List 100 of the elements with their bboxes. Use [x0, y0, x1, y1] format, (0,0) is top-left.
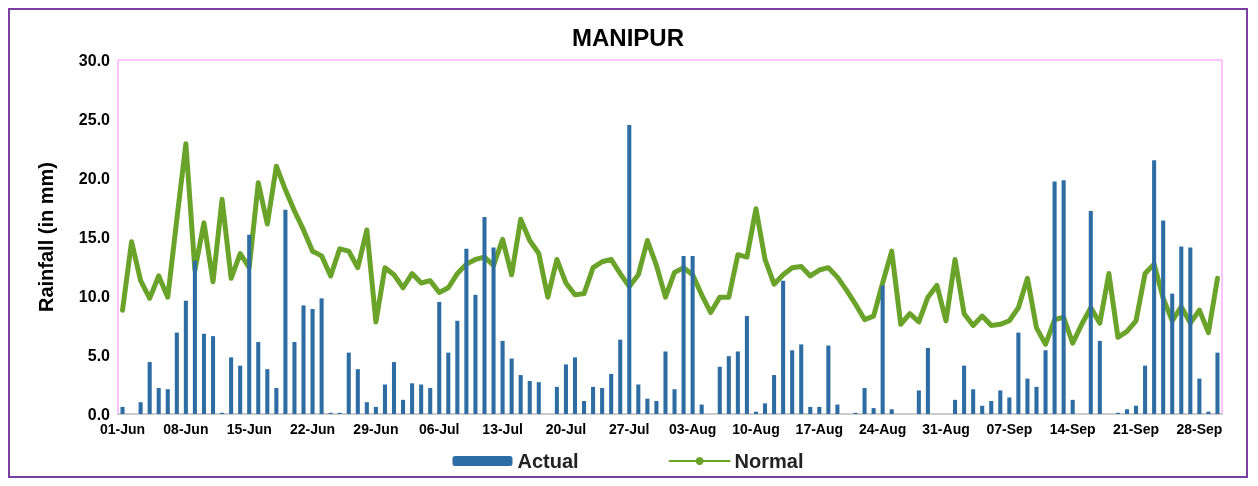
bar: [518, 375, 523, 414]
bar: [1161, 220, 1166, 414]
x-tick-label: 28-Sep: [1176, 421, 1223, 437]
bar: [1016, 332, 1021, 414]
bar: [1043, 350, 1048, 414]
bar: [1134, 405, 1139, 414]
bar: [473, 294, 478, 414]
y-tick-label: 20.0: [78, 169, 111, 187]
bar: [419, 384, 424, 414]
bar: [962, 365, 967, 414]
bar: [147, 362, 152, 414]
bar: [482, 216, 487, 414]
bar: [391, 362, 397, 414]
bar: [310, 308, 315, 414]
bar: [880, 285, 885, 414]
bar: [726, 356, 731, 414]
y-tick-label: 5.0: [87, 346, 111, 364]
bar: [210, 336, 216, 414]
bar: [563, 364, 568, 414]
bar: [1143, 365, 1148, 414]
bar: [292, 342, 297, 414]
bar: [744, 316, 749, 414]
bar: [301, 305, 306, 414]
legend-label: Normal: [734, 450, 804, 472]
bar: [156, 388, 161, 414]
x-tick-label: 07-Sep: [986, 421, 1033, 437]
x-tick-label: 17-Aug: [795, 421, 844, 437]
bar: [690, 255, 695, 414]
bar: [862, 388, 867, 414]
bar: [455, 320, 460, 414]
y-tick-label: 30.0: [78, 51, 111, 69]
bar: [428, 388, 433, 414]
legend-label: Actual: [517, 450, 579, 472]
bar: [464, 248, 469, 414]
bar: [491, 247, 496, 414]
bar: [437, 301, 442, 414]
x-tick-label: 27-Jul: [609, 421, 650, 437]
bar: [636, 384, 641, 414]
bar: [319, 298, 324, 414]
y-axis-title: Rainfall (in mm): [35, 161, 57, 313]
bar: [165, 389, 170, 414]
bar: [591, 386, 596, 414]
bar: [654, 401, 659, 414]
bar: [265, 369, 270, 414]
bar: [283, 209, 288, 414]
bar: [916, 390, 921, 414]
bar: [1007, 397, 1012, 414]
bar: [1179, 246, 1184, 414]
bar: [120, 406, 125, 414]
bar: [989, 401, 994, 414]
bar: [672, 389, 677, 414]
bar: [355, 369, 360, 414]
bar: [1097, 340, 1102, 414]
bar: [627, 124, 632, 414]
bar: [401, 399, 406, 414]
bar: [346, 352, 351, 414]
bar: [364, 402, 369, 414]
bar: [889, 409, 894, 414]
bar: [238, 365, 243, 414]
bar: [274, 388, 279, 414]
x-tick-label: 29-Jun: [353, 421, 399, 437]
bar: [1061, 180, 1066, 414]
bar: [699, 404, 704, 414]
y-tick-label: 15.0: [78, 228, 111, 246]
bar: [971, 389, 976, 414]
x-tick-label: 22-Jun: [289, 421, 336, 437]
bar: [1188, 247, 1193, 414]
bar: [735, 351, 740, 414]
x-tick-label: 21-Sep: [1113, 421, 1159, 437]
bar: [1124, 409, 1130, 414]
bar: [1197, 378, 1202, 414]
bar: [572, 357, 578, 414]
bar: [256, 342, 261, 414]
chart-title: MANIPUR: [572, 23, 684, 51]
bar: [609, 373, 614, 414]
bar: [781, 280, 786, 414]
bar: [645, 398, 650, 414]
bar: [373, 406, 378, 414]
bar: [527, 380, 532, 414]
bar: [1070, 399, 1075, 414]
bar: [1052, 181, 1057, 414]
y-tick-label: 0.0: [87, 405, 111, 423]
bar: [229, 357, 234, 414]
bar: [509, 358, 514, 414]
bar: [799, 344, 804, 414]
bar: [826, 345, 831, 414]
bar: [582, 401, 587, 414]
x-tick-label: 14-Sep: [1049, 421, 1096, 437]
x-tick-label: 31-Aug: [922, 421, 970, 437]
bar: [201, 333, 206, 414]
bar: [998, 390, 1003, 414]
bar: [1152, 160, 1157, 414]
bar: [953, 399, 958, 414]
bar: [1088, 211, 1093, 414]
bar: [410, 383, 415, 414]
x-tick-label: 03-Aug: [668, 421, 717, 437]
bar: [1034, 386, 1039, 414]
bar: [1215, 352, 1220, 414]
x-tick-label: 10-Aug: [732, 421, 780, 437]
bar: [817, 406, 822, 414]
